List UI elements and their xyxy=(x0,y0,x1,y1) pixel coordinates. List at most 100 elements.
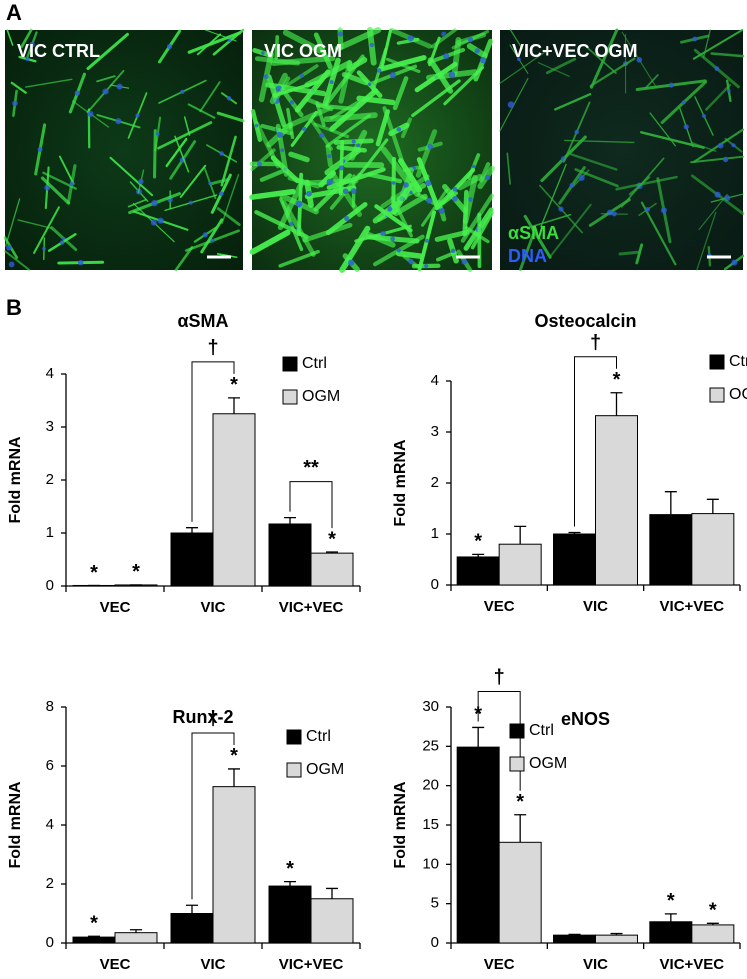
nucleus xyxy=(389,72,396,79)
nucleus xyxy=(350,188,357,194)
nucleus xyxy=(425,180,432,187)
x-tick-label: VEC xyxy=(100,599,131,616)
x-tick-label: VEC xyxy=(484,956,515,973)
nucleus xyxy=(424,238,429,243)
y-axis-label: Fold mRNA xyxy=(7,781,24,869)
legend-swatch xyxy=(709,354,725,370)
cell xyxy=(325,114,371,148)
nucleus xyxy=(479,56,487,64)
bar xyxy=(691,513,735,586)
nucleus xyxy=(427,143,433,150)
bar xyxy=(595,415,638,586)
nucleus xyxy=(166,43,173,50)
bar xyxy=(114,932,158,944)
y-tick-label: 3 xyxy=(431,423,439,440)
nucleus xyxy=(276,131,283,139)
cell xyxy=(645,74,659,89)
cell xyxy=(220,135,237,187)
nucleus xyxy=(467,36,474,43)
y-tick-label: 8 xyxy=(46,698,54,715)
cell xyxy=(33,206,60,254)
y-tick-label: 2 xyxy=(431,474,439,491)
nucleus xyxy=(681,100,686,105)
nucleus xyxy=(280,148,285,153)
nucleus xyxy=(714,66,720,71)
cell xyxy=(329,100,361,120)
bar xyxy=(649,921,693,944)
cell xyxy=(249,188,296,200)
cell xyxy=(696,211,717,271)
legend-label: Ctrl xyxy=(529,722,554,739)
nucleus xyxy=(289,100,295,105)
bar-chart: eNOS Fold mRNA 0 5 10 15 20 25 30 VEC * * † VIC VIC+VE… xyxy=(392,667,741,973)
nucleus xyxy=(606,209,613,216)
nucleus xyxy=(138,178,144,185)
legend-label: Ctrl xyxy=(729,353,747,370)
cell xyxy=(153,129,157,179)
cell xyxy=(10,81,27,94)
cell xyxy=(200,218,224,254)
bar xyxy=(649,514,693,586)
nucleus xyxy=(452,186,458,192)
bar xyxy=(553,533,596,586)
cell xyxy=(315,101,326,128)
cell xyxy=(519,233,535,271)
error-bar xyxy=(568,531,581,534)
significance-bracket xyxy=(477,690,521,791)
error-bar xyxy=(326,887,338,899)
nucleus xyxy=(692,36,698,42)
cell xyxy=(25,78,73,88)
error-bar xyxy=(610,392,623,416)
legend-swatch xyxy=(282,389,298,405)
cell xyxy=(427,57,454,94)
error-bar xyxy=(88,935,100,938)
nucleus xyxy=(261,51,265,55)
image-label: VIC+VEC OGM xyxy=(512,41,638,61)
nucleus xyxy=(299,73,305,78)
x-tick-label: VIC+VEC xyxy=(660,598,725,615)
nucleus xyxy=(180,89,185,94)
significance-bracket xyxy=(289,481,333,529)
cell xyxy=(395,250,424,259)
nucleus xyxy=(135,113,140,118)
cell xyxy=(523,214,552,259)
nucleus xyxy=(329,80,334,85)
cell xyxy=(356,95,396,106)
cell xyxy=(392,76,409,111)
nucleus xyxy=(376,68,382,73)
nucleus xyxy=(150,219,157,226)
nucleus xyxy=(327,154,332,159)
cell xyxy=(691,142,717,152)
significance-star: * xyxy=(230,374,238,396)
cell xyxy=(470,211,494,250)
cell xyxy=(564,139,635,144)
nucleus xyxy=(452,196,458,202)
cell xyxy=(393,193,428,217)
micrograph: VIC OGM xyxy=(249,27,495,273)
cell xyxy=(649,112,676,147)
cell xyxy=(589,57,636,88)
significance-star: * xyxy=(230,745,238,767)
significance-star: * xyxy=(90,562,98,584)
bracket-label: † xyxy=(207,708,218,730)
y-tick-label: 6 xyxy=(46,757,54,774)
cell xyxy=(174,135,190,173)
significance-star: * xyxy=(613,369,621,391)
cell xyxy=(354,138,389,182)
cell xyxy=(17,219,52,229)
nucleus xyxy=(44,184,51,191)
y-tick-label: 0 xyxy=(431,576,439,593)
legend-swatch xyxy=(509,756,525,772)
bar xyxy=(456,746,500,944)
nucleus xyxy=(396,248,401,253)
nucleus xyxy=(210,238,215,243)
cell xyxy=(635,243,644,265)
cell xyxy=(690,155,744,164)
cell xyxy=(216,111,245,123)
stain-label: DNA xyxy=(508,246,547,266)
panel-label: B xyxy=(6,295,22,320)
cell xyxy=(390,196,413,238)
nucleus xyxy=(116,83,123,90)
nucleus xyxy=(188,200,193,205)
